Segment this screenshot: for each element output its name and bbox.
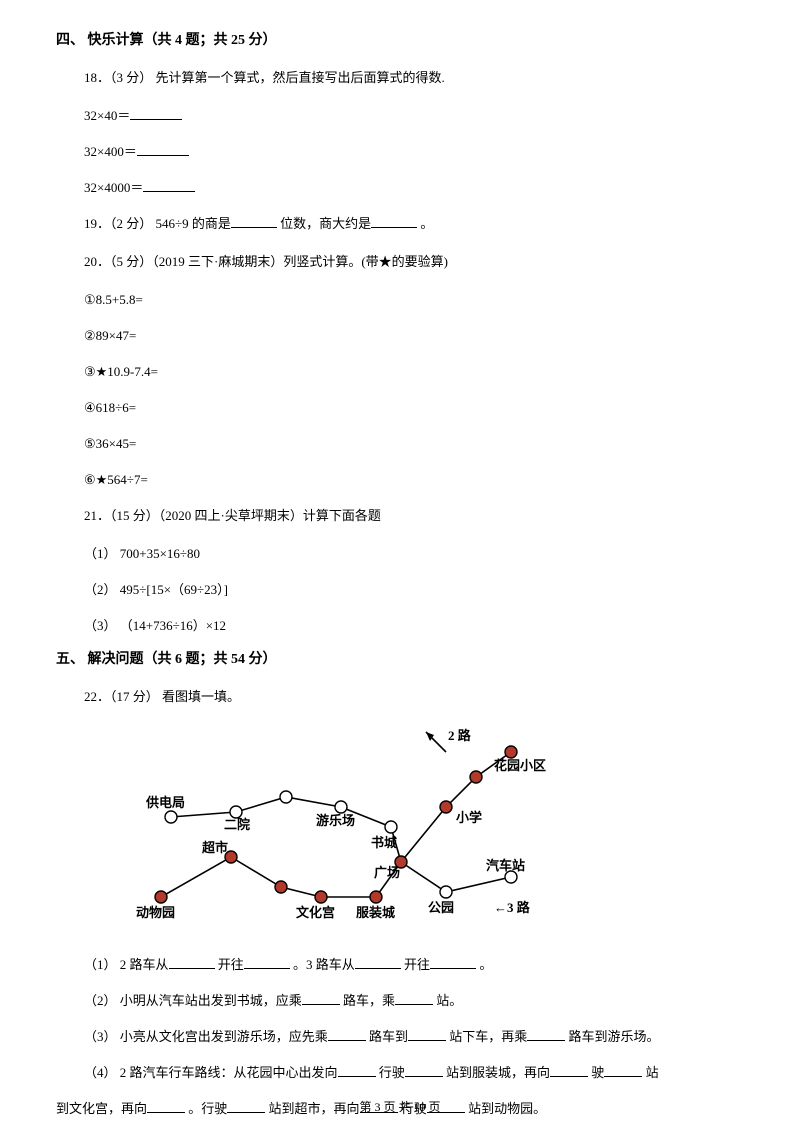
- page-footer: 第 3 页 共 10 页: [0, 1098, 800, 1116]
- svg-text:动物园: 动物园: [136, 905, 175, 920]
- section5-title: 五、 解决问题（共 6 题；共 54 分）: [56, 649, 744, 670]
- t: 路车到: [369, 1029, 408, 1044]
- blank[interactable]: [430, 955, 476, 969]
- blank[interactable]: [328, 1027, 366, 1041]
- svg-text:公园: 公园: [428, 900, 454, 915]
- svg-text:广场: 广场: [374, 865, 400, 880]
- q19-a: 19．（2 分） 546÷9 的商是: [84, 216, 231, 231]
- q21-i3: （3） （14+736÷16）×12: [84, 613, 744, 639]
- t: 。3 路车从: [293, 957, 355, 972]
- svg-text:2 路: 2 路: [448, 728, 472, 743]
- t: （4） 2 路汽车行车路线：从花园中心出发向: [84, 1065, 338, 1080]
- q21-stem: 21．（15 分）（2020 四上·尖草坪期末）计算下面各题: [84, 503, 744, 529]
- svg-text:汽车站: 汽车站: [486, 858, 525, 873]
- blank[interactable]: [355, 955, 401, 969]
- q22-s1: （1） 2 路车从 开往 。3 路车从 开往 。: [84, 952, 744, 978]
- q20-i4: ④618÷6=: [84, 395, 744, 421]
- svg-text:服装城: 服装城: [356, 905, 395, 920]
- t: 路车，乘: [343, 993, 395, 1008]
- svg-text:二院: 二院: [224, 817, 250, 832]
- blank[interactable]: [143, 178, 195, 192]
- svg-text:书城: 书城: [371, 835, 397, 850]
- q18-stem: 18．（3 分） 先计算第一个算式，然后直接写出后面算式的得数.: [84, 65, 744, 91]
- svg-text:←3 路: ←3 路: [494, 900, 531, 915]
- q20-i3: ③★10.9-7.4=: [84, 359, 744, 385]
- t: 站: [646, 1065, 659, 1080]
- q21-i2: （2） 495÷[15×（69÷23）]: [84, 577, 744, 603]
- svg-text:超市: 超市: [202, 840, 228, 855]
- q18-l3-text: 32×4000＝: [84, 180, 143, 195]
- blank[interactable]: [338, 1063, 376, 1077]
- q20-stem: 20．（5 分）（2019 三下·麻城期末）列竖式计算。(带★的要验算): [84, 249, 744, 275]
- q22-s2: （2） 小明从汽车站出发到书城，应乘 路车，乘 站。: [84, 988, 744, 1014]
- q19: 19．（2 分） 546÷9 的商是 位数，商大约是 。: [84, 211, 744, 237]
- q18-line2: 32×400＝: [84, 139, 744, 165]
- blank[interactable]: [405, 1063, 443, 1077]
- t: 驶: [591, 1065, 604, 1080]
- svg-text:供电局: 供电局: [145, 795, 185, 810]
- q20-i6: ⑥★564÷7=: [84, 467, 744, 493]
- t: （3） 小亮从文化宫出发到游乐场，应先乘: [84, 1029, 328, 1044]
- blank[interactable]: [604, 1063, 642, 1077]
- q19-b: 位数，商大约是: [280, 216, 371, 231]
- route-svg: 2 路花园小区供电局二院 游乐场 小学书城 超市广场 汽车站动物园 文化宫 服装城 公园 ←3 …: [116, 722, 576, 932]
- t: 开往: [218, 957, 244, 972]
- t: 站到服装城，再向: [446, 1065, 550, 1080]
- q22-stem: 22．（17 分） 看图填一填。: [84, 684, 744, 710]
- t: 。: [479, 957, 492, 972]
- blank[interactable]: [408, 1027, 446, 1041]
- t: （1） 2 路车从: [84, 957, 169, 972]
- blank[interactable]: [527, 1027, 565, 1041]
- svg-text:文化宫: 文化宫: [296, 905, 335, 920]
- q18-line3: 32×4000＝: [84, 175, 744, 201]
- t: 站下车，再乘: [449, 1029, 527, 1044]
- q18-line1: 32×40＝: [84, 103, 744, 129]
- q22-s3: （3） 小亮从文化宫出发到游乐场，应先乘 路车到 站下车，再乘 路车到游乐场。: [84, 1024, 744, 1050]
- blank[interactable]: [137, 142, 189, 156]
- blank[interactable]: [550, 1063, 588, 1077]
- t: 路车到游乐场。: [569, 1029, 660, 1044]
- blank[interactable]: [231, 214, 277, 228]
- q20-i5: ⑤36×45=: [84, 431, 744, 457]
- q20-i2: ②89×47=: [84, 323, 744, 349]
- blank[interactable]: [130, 106, 182, 120]
- t: 开往: [404, 957, 430, 972]
- svg-text:游乐场: 游乐场: [316, 813, 355, 828]
- q22-s4a: （4） 2 路汽车行车路线：从花园中心出发向 行驶 站到服装城，再向 驶 站: [84, 1060, 744, 1086]
- q18-l1-text: 32×40＝: [84, 108, 130, 123]
- q18-l2-text: 32×400＝: [84, 144, 137, 159]
- q20-i1: ①8.5+5.8=: [84, 287, 744, 313]
- q19-c: 。: [420, 216, 433, 231]
- q21-i1: （1） 700+35×16÷80: [84, 541, 744, 567]
- t: （2） 小明从汽车站出发到书城，应乘: [84, 993, 302, 1008]
- blank[interactable]: [244, 955, 290, 969]
- t: 站。: [436, 993, 462, 1008]
- svg-text:小学: 小学: [456, 810, 482, 825]
- blank[interactable]: [371, 214, 417, 228]
- blank[interactable]: [395, 991, 433, 1005]
- blank[interactable]: [302, 991, 340, 1005]
- svg-text:花园小区: 花园小区: [494, 758, 546, 773]
- section4-title: 四、 快乐计算（共 4 题；共 25 分）: [56, 30, 744, 51]
- blank[interactable]: [169, 955, 215, 969]
- route-diagram: 2 路花园小区供电局二院 游乐场 小学书城 超市广场 汽车站动物园 文化宫 服装城 公园 ←3 …: [116, 722, 744, 938]
- t: 行驶: [379, 1065, 405, 1080]
